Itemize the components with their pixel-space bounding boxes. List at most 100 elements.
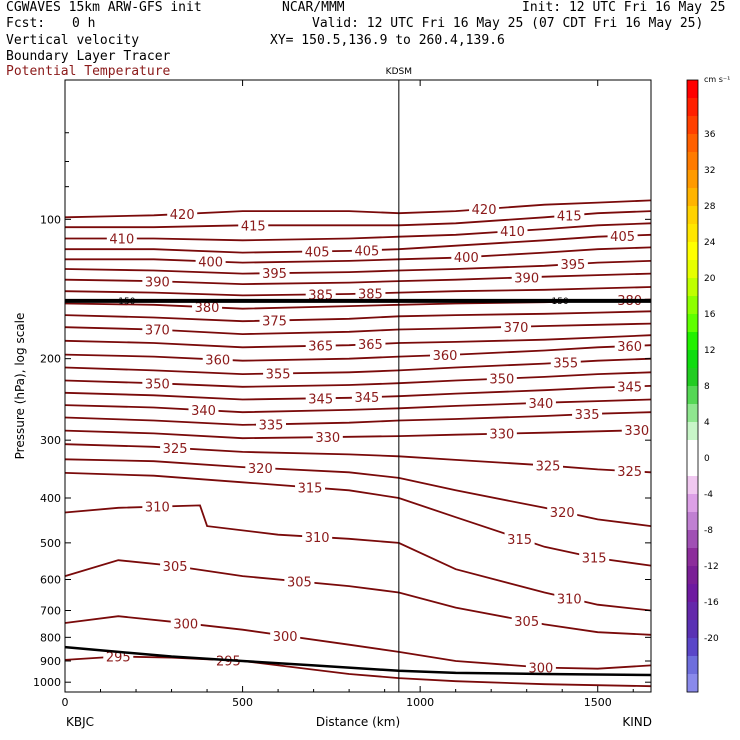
colorbar-frame xyxy=(686,79,699,693)
contour-label-bg xyxy=(554,591,585,606)
contour-label-bg xyxy=(255,417,286,432)
colorbar-swatch xyxy=(687,116,698,135)
field-boundary-layer-tracer: Boundary Layer Tracer xyxy=(6,49,171,64)
contour-label: 365 xyxy=(358,338,383,353)
colorbar-swatch xyxy=(687,314,698,333)
contour-label-bg xyxy=(533,458,564,473)
contour-label-bg xyxy=(170,616,201,631)
contour-label-bg xyxy=(305,287,336,302)
contour-label-bg xyxy=(259,266,290,281)
contour-label: 365 xyxy=(308,340,333,355)
contour-label: 315 xyxy=(582,552,607,567)
contour-label: 350 xyxy=(489,373,514,388)
colorbar-swatch xyxy=(687,368,698,387)
field-vertical-velocity: Vertical velocity xyxy=(6,33,140,48)
contour-label-bg xyxy=(486,426,517,441)
contour-label: 405 xyxy=(305,245,330,260)
contour-label-bg xyxy=(614,339,645,354)
contour-label-bg xyxy=(142,376,173,391)
contour-label: 410 xyxy=(109,232,134,247)
colorbar-swatch xyxy=(687,458,698,477)
y-tick-label: 900 xyxy=(40,655,61,668)
contour-label: 330 xyxy=(315,431,340,446)
contour-label-bg xyxy=(305,338,336,353)
contour-label: 355 xyxy=(266,368,291,383)
colorbar-tick-label: -20 xyxy=(704,634,719,644)
contour-label-bg xyxy=(351,243,382,258)
y-axis-label: Pressure (hPa), log scale xyxy=(13,313,27,460)
contour-label: 295 xyxy=(106,650,131,665)
contour-label: 300 xyxy=(173,617,198,632)
contour-label-bg xyxy=(525,660,556,675)
y-tick-label: 100 xyxy=(40,213,61,226)
colorbar-swatch xyxy=(687,404,698,423)
colorbar-tick-label: 4 xyxy=(704,418,710,428)
forecast-hour: 0 h xyxy=(72,16,96,31)
contour-label: 355 xyxy=(553,356,578,371)
contour-label: 390 xyxy=(145,275,170,290)
contour-label: 350 xyxy=(145,377,170,392)
contour-label-bg xyxy=(195,254,226,269)
left-station-label: KBJC xyxy=(66,715,94,729)
contour-label: 415 xyxy=(241,219,266,234)
contour-label: 400 xyxy=(198,255,223,270)
contour-label-bg xyxy=(355,286,386,301)
contour-label-bg xyxy=(469,202,500,217)
colorbar-swatch xyxy=(687,584,698,603)
theta-contour-325 xyxy=(64,443,652,474)
contour-label: 390 xyxy=(514,271,539,286)
contour-label-bg xyxy=(270,628,301,643)
colorbar-swatch xyxy=(687,602,698,621)
contour-label-bg xyxy=(160,559,191,574)
contour-label-bg xyxy=(263,366,294,381)
colorbar-swatch xyxy=(687,170,698,189)
contour-label: 395 xyxy=(560,258,585,273)
contour-label-bg xyxy=(302,244,333,259)
tropopause-label: 150 xyxy=(118,297,135,307)
contour-label: 305 xyxy=(287,576,312,591)
contour-label: 395 xyxy=(262,267,287,282)
contour-label-bg xyxy=(557,257,588,272)
contour-label: 360 xyxy=(205,354,230,369)
terrain-line xyxy=(64,645,652,677)
valid-time: Valid: 12 UTC Fri 16 May 25 (07 CDT Fri … xyxy=(312,16,704,31)
contour-label: 310 xyxy=(305,531,330,546)
y-tick-label: 1000 xyxy=(33,676,61,689)
contour-label: 300 xyxy=(528,661,553,676)
contour-label-bg xyxy=(295,480,326,495)
contour-label: 325 xyxy=(163,442,188,457)
contour-label: 370 xyxy=(504,321,529,336)
contour-label: 345 xyxy=(617,381,642,396)
colorbar-tick-label: 32 xyxy=(704,166,715,176)
forecast-label: Fcst: xyxy=(6,16,46,31)
contour-label: 380 xyxy=(195,301,220,316)
contour-label-bg xyxy=(621,423,652,438)
contour-label: 325 xyxy=(536,460,561,475)
contour-label: 405 xyxy=(610,230,635,245)
contour-label: 375 xyxy=(262,314,287,329)
contour-label-bg xyxy=(167,206,198,221)
contour-label-bg xyxy=(486,371,517,386)
contour-label-bg xyxy=(142,322,173,337)
contour-label: 410 xyxy=(500,225,525,240)
colorbar-swatch xyxy=(687,296,698,315)
x-axis: 0 500 1000 1500 xyxy=(62,80,634,709)
colorbar-tick-label: -16 xyxy=(704,598,719,608)
colorbar-swatch xyxy=(687,386,698,405)
contour-label: 360 xyxy=(617,340,642,355)
mid-station-label: KDSM xyxy=(386,67,412,77)
colorbar-swatch xyxy=(687,530,698,549)
contour-label: 420 xyxy=(472,203,497,218)
contour-label-bg xyxy=(302,529,333,544)
colorbar-tick-label: -4 xyxy=(704,490,713,500)
theta-contours: 420 420 415 415 410 410 405 405 405 400 400 395 395 3… xyxy=(64,199,652,688)
contour-label: 340 xyxy=(528,397,553,412)
contour-label-bg xyxy=(284,574,315,589)
theta-contour-305 xyxy=(64,559,652,636)
colorbar-tick-label: 8 xyxy=(704,382,710,392)
contour-label-bg xyxy=(607,228,638,243)
colorbar-swatch xyxy=(687,476,698,495)
contour-label: 420 xyxy=(170,208,195,223)
org-label: NCAR/MMM xyxy=(282,0,345,15)
colorbar-swatch xyxy=(687,494,698,513)
